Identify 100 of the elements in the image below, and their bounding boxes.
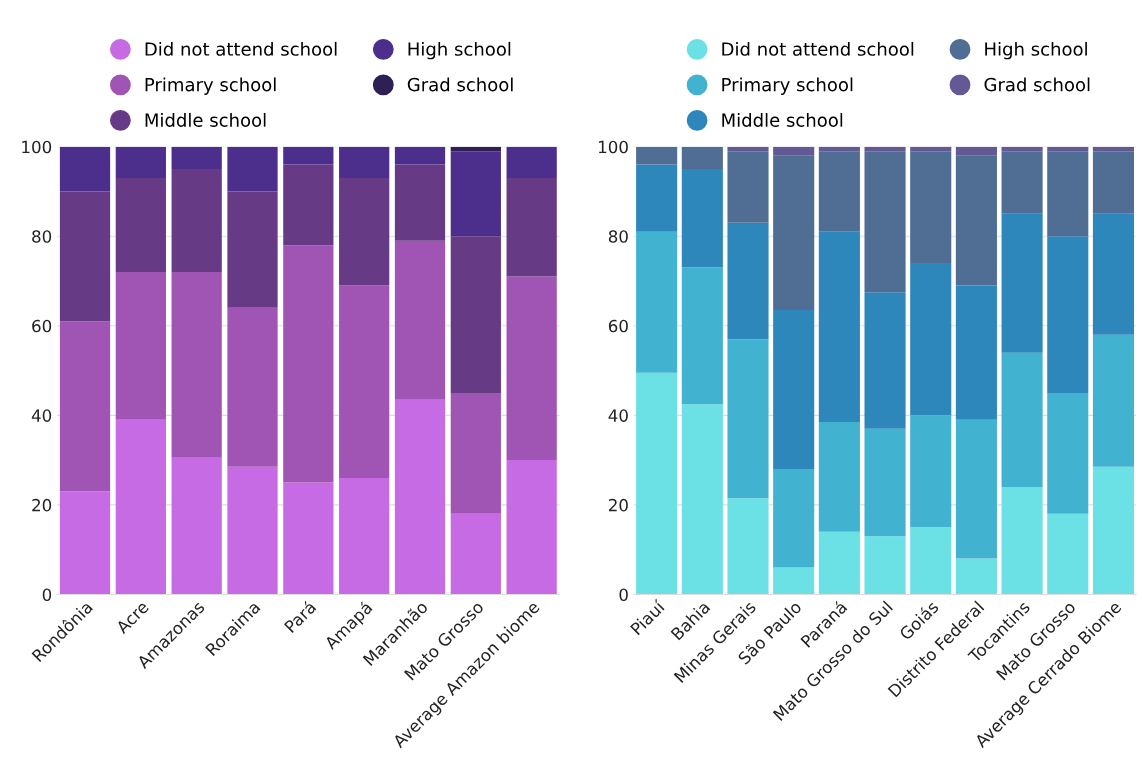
bar [773, 469, 815, 568]
bar [283, 482, 334, 595]
bar [115, 419, 166, 595]
legend-label: Primary school [145, 77, 276, 95]
y-tick-label: 60 [608, 319, 628, 333]
bar [681, 267, 723, 405]
bar [681, 146, 723, 170]
y-tick-label: 100 [22, 140, 52, 154]
legend-label: Did not attend school [722, 41, 914, 56]
bar [227, 307, 278, 467]
bar [394, 240, 446, 400]
y-tick-label: 40 [31, 409, 52, 422]
bar [727, 222, 769, 340]
bar [818, 231, 860, 423]
y-tick-label: 0 [619, 588, 628, 602]
bar [227, 146, 278, 192]
bar [955, 285, 997, 420]
bar [864, 292, 906, 429]
bar [636, 146, 678, 165]
bar [1047, 151, 1089, 237]
y-tick-label: 100 [598, 140, 628, 154]
bar [1001, 486, 1043, 595]
bar [773, 155, 815, 311]
bar [506, 276, 557, 461]
bar [1047, 513, 1089, 595]
bar [636, 164, 678, 232]
bar [1092, 334, 1135, 467]
bar [171, 146, 222, 170]
bar [1001, 213, 1043, 353]
y-tick-label: 80 [32, 230, 52, 243]
bar [910, 527, 952, 595]
bar [818, 422, 860, 532]
bar [115, 178, 166, 273]
bar [727, 146, 769, 152]
bar [1047, 392, 1089, 514]
bar [339, 146, 390, 179]
bar [1001, 352, 1043, 487]
bar [450, 513, 501, 595]
y-tick-label: 20 [32, 498, 52, 512]
bar [681, 404, 723, 595]
y-tick-label: 40 [608, 409, 628, 422]
bar [115, 272, 166, 420]
legend-label: Primary school [722, 77, 853, 95]
bar [283, 164, 334, 246]
bar [171, 457, 222, 595]
bar [955, 558, 997, 595]
bar [910, 151, 952, 264]
bar [910, 415, 952, 528]
bar [955, 155, 997, 286]
bar [339, 178, 390, 286]
legend-label: High school [408, 41, 511, 60]
bar [636, 231, 678, 373]
legend-label: Middle school [145, 112, 266, 127]
y-tick-label: 80 [608, 230, 628, 243]
bar [818, 151, 860, 232]
bar [1092, 466, 1135, 595]
bar [227, 191, 278, 308]
legend-label: High school [985, 41, 1087, 60]
bar [394, 399, 446, 595]
bar [773, 146, 815, 156]
bar [506, 146, 557, 179]
y-tick-label: 60 [32, 319, 52, 333]
bar [59, 321, 111, 492]
bar [59, 491, 111, 595]
bar [955, 419, 997, 559]
bar [864, 536, 906, 595]
bar [171, 169, 222, 273]
bar [506, 460, 557, 595]
bar [727, 339, 769, 499]
bar [59, 146, 111, 192]
y-tick-label: 0 [42, 588, 52, 602]
bar [171, 272, 222, 458]
bar [773, 310, 815, 470]
bar [955, 146, 997, 156]
bar [818, 531, 860, 595]
bar [450, 392, 501, 514]
bar [339, 478, 390, 595]
bar [727, 498, 769, 595]
bar [773, 567, 815, 595]
bar [864, 146, 906, 152]
bar [506, 178, 557, 277]
bar [727, 151, 769, 223]
bar [394, 146, 446, 165]
y-tick-label: 20 [608, 498, 628, 512]
bar [283, 146, 334, 165]
bar [339, 285, 390, 479]
bar [1001, 151, 1043, 214]
bar [864, 428, 906, 537]
bar [283, 245, 334, 483]
bar [864, 151, 906, 293]
bar [1092, 213, 1135, 335]
legend-label: Grad school [984, 77, 1090, 92]
legend-label: Grad school [407, 77, 513, 92]
bar [636, 372, 678, 595]
bar [1047, 236, 1089, 393]
bar [115, 146, 166, 179]
bar [910, 263, 952, 416]
bar [450, 151, 501, 237]
bar [1092, 151, 1135, 214]
bar [59, 191, 111, 322]
